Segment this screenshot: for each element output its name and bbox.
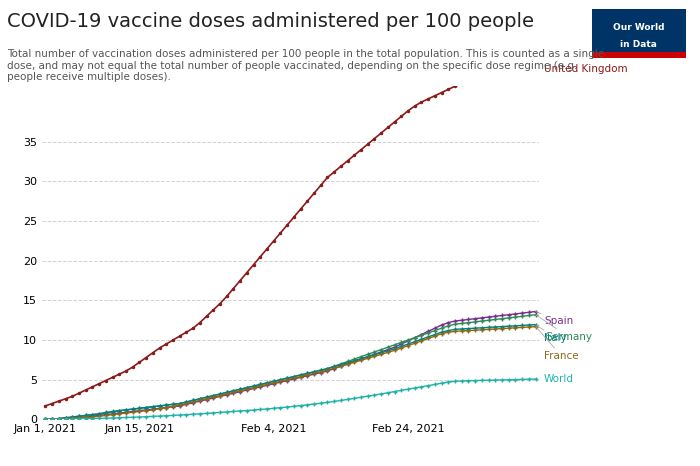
Text: Spain: Spain xyxy=(536,311,573,326)
Text: in Data: in Data xyxy=(620,40,657,49)
Text: France: France xyxy=(536,327,579,361)
Text: Our World: Our World xyxy=(613,23,664,33)
Text: Germany: Germany xyxy=(536,315,592,342)
Text: United Kingdom: United Kingdom xyxy=(544,64,628,74)
Text: Total number of vaccination doses administered per 100 people in the total popul: Total number of vaccination doses admini… xyxy=(7,49,604,82)
Text: World: World xyxy=(544,374,574,384)
Text: Italy: Italy xyxy=(536,325,566,343)
Text: COVID-19 vaccine doses administered per 100 people: COVID-19 vaccine doses administered per … xyxy=(7,12,534,31)
